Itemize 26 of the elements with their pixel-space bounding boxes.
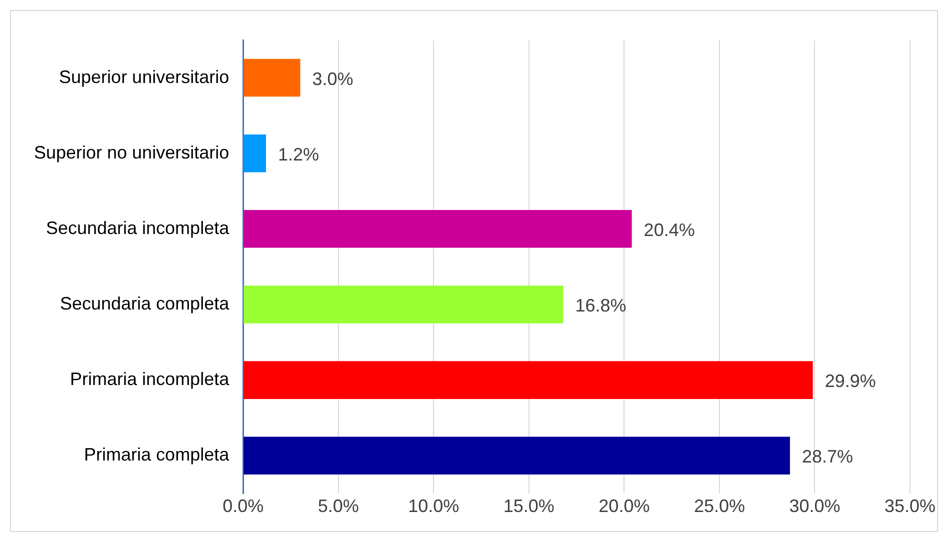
- y-tick-label: Secundaria completa: [60, 293, 230, 314]
- x-tick-label: 10.0%: [408, 496, 460, 516]
- y-tick-label: Primaria completa: [84, 444, 230, 465]
- data-label: 3.0%: [312, 68, 354, 89]
- bar: [244, 58, 300, 97]
- y-tick-label: Superior universitario: [59, 66, 230, 87]
- bar: [244, 436, 790, 475]
- data-label: 1.2%: [278, 144, 319, 164]
- y-tick-label: Secundaria incompleta: [46, 218, 230, 238]
- x-tick-label: 25.0%: [694, 496, 745, 516]
- x-tick-label: 35.0%: [884, 496, 936, 516]
- bar: [244, 134, 266, 172]
- x-tick-label: 30.0%: [789, 496, 840, 516]
- data-label: 29.9%: [824, 371, 876, 392]
- bar: [244, 210, 632, 248]
- y-tick-label: Superior no universitario: [34, 142, 230, 162]
- bar: [244, 361, 813, 399]
- data-label: 20.4%: [644, 220, 695, 240]
- x-tick-label: 15.0%: [503, 496, 554, 516]
- x-tick-label: 0.0%: [222, 496, 264, 516]
- data-label: 16.8%: [575, 295, 626, 316]
- x-tick-label: 20.0%: [598, 496, 650, 516]
- bar: [244, 286, 564, 324]
- y-tick-label: Primaria incompleta: [70, 369, 230, 390]
- x-tick-label: 5.0%: [318, 496, 359, 516]
- data-label: 28.7%: [802, 446, 854, 467]
